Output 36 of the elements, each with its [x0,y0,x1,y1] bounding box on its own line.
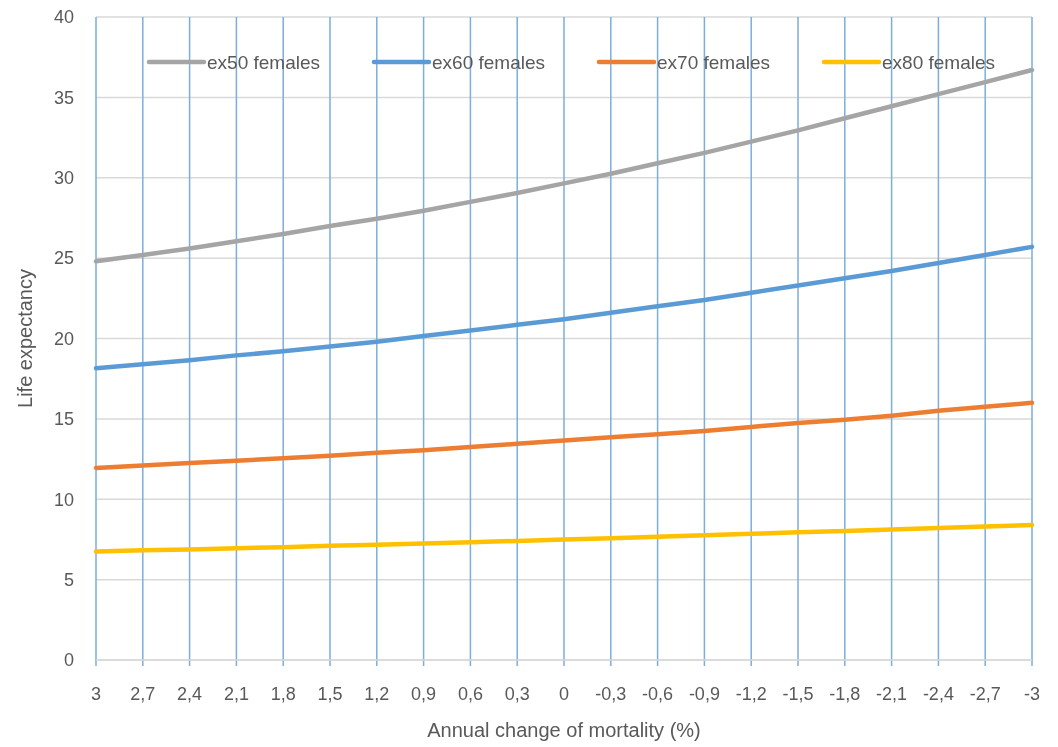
x-tick-label: 0,6 [457,684,483,704]
y-tick-label: 35 [53,87,74,108]
x-tick-label: -2,1 [876,684,908,704]
x-tick-label: -1,2 [735,684,767,704]
y-axis-title: Life expectancy [14,269,36,408]
x-tick-label: 2,7 [130,684,156,704]
x-tick-label: 2,4 [177,684,203,704]
x-tick-label: -1,5 [782,684,814,704]
x-tick-label: 0,3 [504,684,530,704]
x-tick-label: -3 [1023,684,1041,704]
x-tick-label: 1,2 [364,684,390,704]
x-tick-label: -2,7 [969,684,1001,704]
y-tick-label: 20 [53,328,74,349]
y-tick-label: 10 [53,489,74,510]
x-tick-label: 0 [558,684,570,704]
x-tick-label: -0,9 [688,684,720,704]
x-tick-label: -0,6 [642,684,674,704]
x-tick-label: -0,3 [595,684,627,704]
x-tick-label: 1,5 [317,684,343,704]
y-tick-label: 5 [63,569,74,590]
x-axis-title: Annual change of mortality (%) [427,719,701,741]
line-series [93,400,1035,471]
y-tick-label: 30 [53,168,74,189]
x-tick-label: 0,9 [411,684,437,704]
line-series [93,67,1035,264]
y-tick-label: 25 [53,248,74,269]
line-series [93,522,1035,554]
y-tick-label: 15 [53,409,74,430]
line-series [93,244,1035,371]
x-tick-label: -2,4 [922,684,954,704]
x-tick-label: 1,8 [270,684,296,704]
y-tick-label: 40 [53,7,74,28]
x-tick-label: -1,8 [829,684,861,704]
y-tick-label: 0 [63,650,74,671]
x-tick-label: 3 [90,684,102,704]
x-tick-label: 2,1 [223,684,249,704]
